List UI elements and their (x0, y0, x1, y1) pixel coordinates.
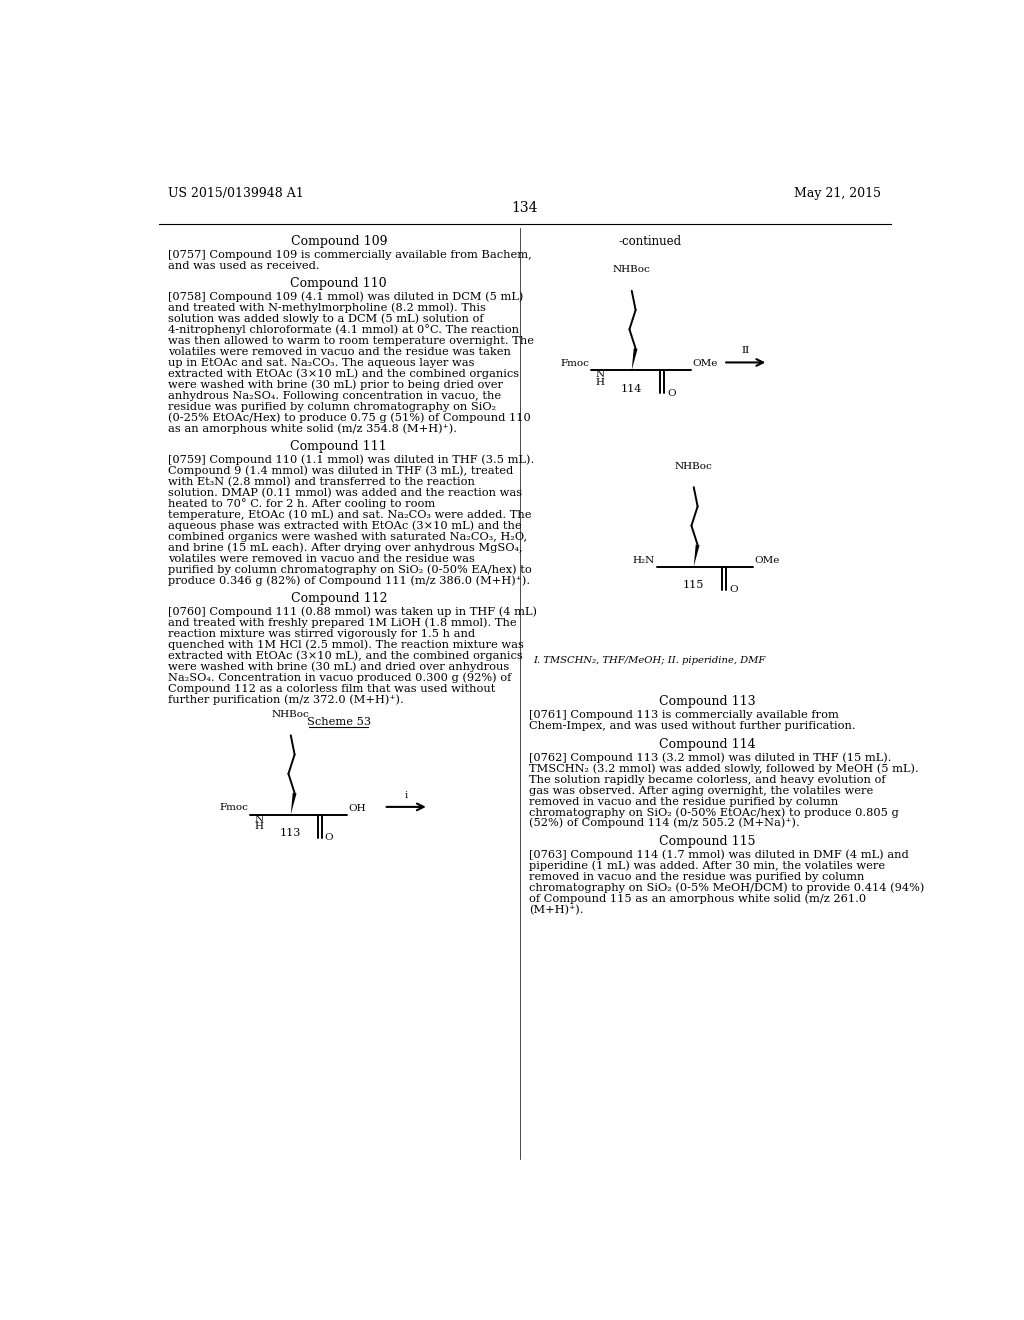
Text: and brine (15 mL each). After drying over anhydrous MgSO₄,: and brine (15 mL each). After drying ove… (168, 543, 523, 553)
Text: were washed with brine (30 mL) and dried over anhydrous: were washed with brine (30 mL) and dried… (168, 661, 510, 672)
Text: up in EtOAc and sat. Na₂CO₃. The aqueous layer was: up in EtOAc and sat. Na₂CO₃. The aqueous… (168, 358, 475, 368)
Text: 113: 113 (280, 828, 301, 838)
Text: Compound 112: Compound 112 (291, 593, 387, 606)
Text: May 21, 2015: May 21, 2015 (795, 187, 882, 199)
Text: N: N (254, 814, 263, 824)
Text: [0762] Compound 113 (3.2 mmol) was diluted in THF (15 mL).: [0762] Compound 113 (3.2 mmol) was dilut… (529, 752, 892, 763)
Text: chromatography on SiO₂ (0-5% MeOH/DCM) to provide 0.414 (94%): chromatography on SiO₂ (0-5% MeOH/DCM) t… (529, 882, 925, 892)
Text: removed in vacuo and the residue purified by column: removed in vacuo and the residue purifie… (529, 796, 839, 807)
Text: aqueous phase was extracted with EtOAc (3×10 mL) and the: aqueous phase was extracted with EtOAc (… (168, 520, 522, 531)
Text: extracted with EtOAc (3×10 mL), and the combined organics: extracted with EtOAc (3×10 mL), and the … (168, 651, 523, 661)
Text: 134: 134 (512, 202, 538, 215)
Text: Compound 112 as a colorless film that was used without: Compound 112 as a colorless film that wa… (168, 684, 496, 694)
Text: and treated with N-methylmorpholine (8.2 mmol). This: and treated with N-methylmorpholine (8.2… (168, 302, 486, 313)
Text: were washed with brine (30 mL) prior to being dried over: were washed with brine (30 mL) prior to … (168, 379, 504, 389)
Text: as an amorphous white solid (m/z 354.8 (M+H)⁺).: as an amorphous white solid (m/z 354.8 (… (168, 422, 458, 433)
Text: and treated with freshly prepared 1M LiOH (1.8 mmol). The: and treated with freshly prepared 1M LiO… (168, 618, 517, 628)
Text: US 2015/0139948 A1: US 2015/0139948 A1 (168, 187, 304, 199)
Text: heated to 70° C. for 2 h. After cooling to room: heated to 70° C. for 2 h. After cooling … (168, 498, 435, 510)
Polygon shape (291, 793, 297, 814)
Text: Compound 111: Compound 111 (291, 441, 387, 453)
Text: and was used as received.: and was used as received. (168, 260, 319, 271)
Text: OMe: OMe (692, 359, 718, 368)
Text: volatiles were removed in vacuo and the residue was taken: volatiles were removed in vacuo and the … (168, 347, 511, 356)
Text: Scheme 53: Scheme 53 (307, 717, 371, 726)
Text: Chem-Impex, and was used without further purification.: Chem-Impex, and was used without further… (529, 721, 856, 731)
Text: temperature, EtOAc (10 mL) and sat. Na₂CO₃ were added. The: temperature, EtOAc (10 mL) and sat. Na₂C… (168, 510, 531, 520)
Text: gas was observed. After aging overnight, the volatiles were: gas was observed. After aging overnight,… (529, 785, 873, 796)
Text: piperidine (1 mL) was added. After 30 min, the volatiles were: piperidine (1 mL) was added. After 30 mi… (529, 861, 886, 871)
Text: anhydrous Na₂SO₄. Following concentration in vacuo, the: anhydrous Na₂SO₄. Following concentratio… (168, 391, 502, 401)
Text: [0758] Compound 109 (4.1 mmol) was diluted in DCM (5 mL): [0758] Compound 109 (4.1 mmol) was dilut… (168, 292, 523, 302)
Polygon shape (632, 348, 638, 370)
Text: The solution rapidly became colorless, and heavy evolution of: The solution rapidly became colorless, a… (529, 775, 886, 784)
Text: [0763] Compound 114 (1.7 mmol) was diluted in DMF (4 mL) and: [0763] Compound 114 (1.7 mmol) was dilut… (529, 850, 909, 861)
Text: Compound 113: Compound 113 (659, 696, 756, 708)
Text: 115: 115 (683, 579, 705, 590)
Text: residue was purified by column chromatography on SiO₂: residue was purified by column chromatog… (168, 401, 497, 412)
Text: volatiles were removed in vacuo and the residue was: volatiles were removed in vacuo and the … (168, 553, 475, 564)
Text: Na₂SO₄. Concentration in vacuo produced 0.300 g (92%) of: Na₂SO₄. Concentration in vacuo produced … (168, 672, 512, 682)
Text: removed in vacuo and the residue was purified by column: removed in vacuo and the residue was pur… (529, 873, 865, 882)
Text: produce 0.346 g (82%) of Compound 111 (m/z 386.0 (M+H)⁺).: produce 0.346 g (82%) of Compound 111 (m… (168, 576, 530, 586)
Text: extracted with EtOAc (3×10 mL) and the combined organics: extracted with EtOAc (3×10 mL) and the c… (168, 368, 519, 379)
Text: H: H (596, 378, 604, 387)
Text: I. TMSCHN₂, THF/MeOH; II. piperidine, DMF: I. TMSCHN₂, THF/MeOH; II. piperidine, DM… (534, 656, 766, 665)
Text: solution. DMAP (0.11 mmol) was added and the reaction was: solution. DMAP (0.11 mmol) was added and… (168, 488, 522, 498)
Text: (M+H)⁺).: (M+H)⁺). (529, 904, 584, 915)
Text: [0761] Compound 113 is commercially available from: [0761] Compound 113 is commercially avai… (529, 710, 840, 721)
Text: OH: OH (348, 804, 366, 813)
Text: [0760] Compound 111 (0.88 mmol) was taken up in THF (4 mL): [0760] Compound 111 (0.88 mmol) was take… (168, 607, 538, 618)
Text: O: O (325, 833, 334, 842)
Text: NHBoc: NHBoc (272, 710, 309, 719)
Polygon shape (693, 545, 699, 566)
Text: NHBoc: NHBoc (675, 462, 713, 471)
Text: Compound 115: Compound 115 (659, 836, 756, 847)
Text: Compound 110: Compound 110 (291, 277, 387, 290)
Text: reaction mixture was stirred vigorously for 1.5 h and: reaction mixture was stirred vigorously … (168, 630, 475, 639)
Text: solution was added slowly to a DCM (5 mL) solution of: solution was added slowly to a DCM (5 mL… (168, 314, 484, 325)
Text: OMe: OMe (755, 556, 779, 565)
Text: 4-nitrophenyl chloroformate (4.1 mmol) at 0°C. The reaction: 4-nitrophenyl chloroformate (4.1 mmol) a… (168, 325, 519, 335)
Text: Fmoc: Fmoc (219, 803, 248, 812)
Text: chromatography on SiO₂ (0-50% EtOAc/hex) to produce 0.805 g: chromatography on SiO₂ (0-50% EtOAc/hex)… (529, 807, 899, 817)
Text: [0757] Compound 109 is commercially available from Bachem,: [0757] Compound 109 is commercially avai… (168, 249, 532, 260)
Text: O: O (729, 585, 738, 594)
Text: further purification (m/z 372.0 (M+H)⁺).: further purification (m/z 372.0 (M+H)⁺). (168, 694, 404, 705)
Text: -continued: -continued (618, 235, 682, 248)
Text: Compound 9 (1.4 mmol) was diluted in THF (3 mL), treated: Compound 9 (1.4 mmol) was diluted in THF… (168, 466, 514, 477)
Text: Compound 109: Compound 109 (291, 235, 387, 248)
Text: H₂N: H₂N (632, 556, 654, 565)
Text: O: O (668, 388, 676, 397)
Text: II: II (741, 346, 750, 355)
Text: quenched with 1M HCl (2.5 mmol). The reaction mixture was: quenched with 1M HCl (2.5 mmol). The rea… (168, 640, 524, 651)
Text: with Et₃N (2.8 mmol) and transferred to the reaction: with Et₃N (2.8 mmol) and transferred to … (168, 477, 475, 487)
Text: i: i (404, 791, 408, 800)
Text: of Compound 115 as an amorphous white solid (m/z 261.0: of Compound 115 as an amorphous white so… (529, 894, 866, 904)
Text: (52%) of Compound 114 (m/z 505.2 (M+Na)⁺).: (52%) of Compound 114 (m/z 505.2 (M+Na)⁺… (529, 818, 800, 829)
Text: (0-25% EtOAc/Hex) to produce 0.75 g (51%) of Compound 110: (0-25% EtOAc/Hex) to produce 0.75 g (51%… (168, 412, 531, 422)
Text: TMSCHN₂ (3.2 mmol) was added slowly, followed by MeOH (5 mL).: TMSCHN₂ (3.2 mmol) was added slowly, fol… (529, 763, 920, 774)
Text: NHBoc: NHBoc (613, 265, 650, 275)
Text: Compound 114: Compound 114 (659, 738, 756, 751)
Text: purified by column chromatography on SiO₂ (0-50% EA/hex) to: purified by column chromatography on SiO… (168, 564, 532, 574)
Text: 114: 114 (622, 384, 642, 393)
Text: was then allowed to warm to room temperature overnight. The: was then allowed to warm to room tempera… (168, 337, 535, 346)
Text: Fmoc: Fmoc (560, 359, 589, 367)
Text: [0759] Compound 110 (1.1 mmol) was diluted in THF (3.5 mL).: [0759] Compound 110 (1.1 mmol) was dilut… (168, 455, 535, 466)
Text: combined organics were washed with saturated Na₂CO₃, H₂O,: combined organics were washed with satur… (168, 532, 527, 541)
Text: N: N (595, 370, 604, 379)
Text: H: H (255, 822, 263, 832)
